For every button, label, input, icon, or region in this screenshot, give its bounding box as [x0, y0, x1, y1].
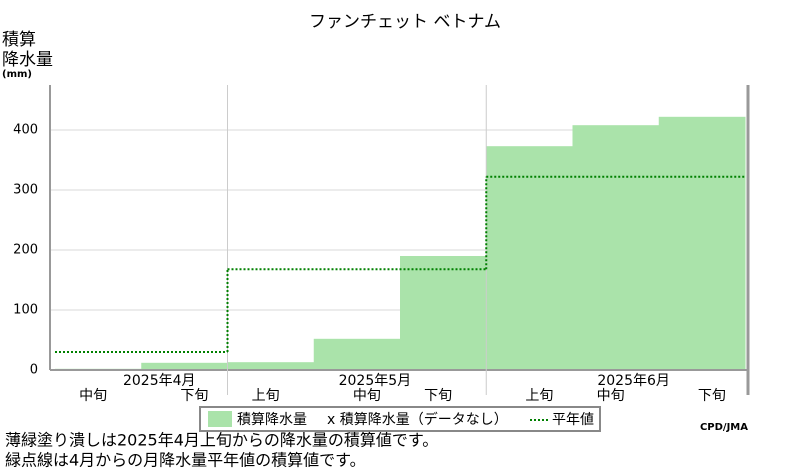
y-tick-label: 200	[13, 243, 38, 258]
area-step	[141, 362, 228, 370]
note: 薄緑塗り潰しは2025年4月上旬からの降水量の積算値です。	[5, 431, 438, 450]
x-tick-label: 上旬	[525, 388, 553, 404]
chart-title: ファンチェット ベトナム	[309, 12, 501, 32]
y-axis-label: 積算	[2, 30, 36, 50]
legend-box	[199, 406, 601, 432]
area-step	[400, 256, 487, 370]
y-tick-label: 300	[13, 183, 38, 198]
y-tick-label: 100	[13, 303, 38, 318]
legend-label: 平年値	[552, 412, 594, 428]
area-step	[486, 146, 573, 370]
y-tick-label: 0	[30, 363, 38, 378]
x-tick-label: 中旬	[353, 388, 381, 404]
x-tick-label: 中旬	[79, 388, 107, 404]
legend-label: 積算降水量	[237, 412, 307, 428]
area-step	[572, 125, 660, 370]
area-step	[658, 116, 746, 370]
month-label: 2025年4月	[123, 373, 196, 389]
x-tick-label: 中旬	[597, 388, 625, 404]
month-label: 2025年6月	[597, 373, 670, 389]
x-tick-label: 上旬	[252, 388, 280, 404]
x-tick-label: 下旬	[180, 388, 208, 404]
y-axis-label: 降水量	[2, 50, 53, 70]
area-step	[313, 338, 401, 370]
note: 緑点線は4月からの月降水量平年値の積算値です。	[5, 451, 366, 470]
credit: CPD/JMA	[700, 422, 748, 433]
y-tick-label: 400	[13, 123, 38, 138]
x-tick-label: 下旬	[424, 388, 452, 404]
area-step	[227, 362, 315, 370]
x-tick-label: 下旬	[698, 388, 726, 404]
month-label: 2025年5月	[339, 373, 412, 389]
legend-swatch	[208, 411, 232, 427]
y-axis-label: (mm)	[2, 69, 32, 80]
legend-label: x 積算降水量（データなし）	[327, 411, 508, 428]
